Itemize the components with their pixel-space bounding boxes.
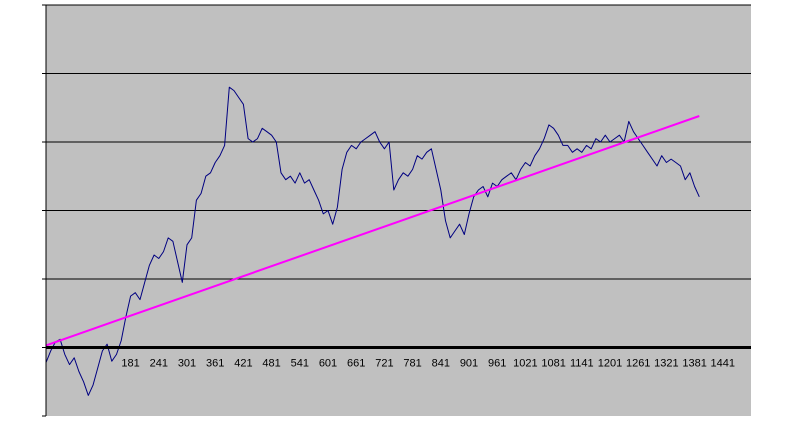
x-tick-label-3: 361 <box>206 358 224 370</box>
x-tick-label-6: 541 <box>291 358 309 370</box>
x-tick-label-20: 1381 <box>682 358 706 370</box>
x-tick-label-13: 961 <box>488 358 506 370</box>
x-tick-label-15: 1081 <box>541 358 565 370</box>
x-tick-label-16: 1141 <box>570 358 594 370</box>
x-tick-label-5: 481 <box>262 358 280 370</box>
x-tick-label-12: 901 <box>460 358 478 370</box>
x-tick-label-19: 1321 <box>654 358 678 370</box>
x-tick-label-21: 1441 <box>711 358 735 370</box>
x-tick-label-7: 601 <box>319 358 337 370</box>
gridlines <box>46 4 751 280</box>
x-tick-label-8: 661 <box>347 358 365 370</box>
x-tick-labels: 181 241 301 361 421 481 541 601 661 721 781 841 901 9… <box>121 358 735 370</box>
series-line-1 <box>45 115 700 347</box>
x-tick-label-11: 841 <box>432 358 450 370</box>
x-tick-label-17: 1201 <box>598 358 622 370</box>
x-tick-label-0: 181 <box>121 358 139 370</box>
series-layer <box>45 86 700 396</box>
axis-layer <box>42 4 751 417</box>
x-tick-label-10: 781 <box>403 358 421 370</box>
series-line-0 <box>45 86 700 396</box>
x-tick-label-4: 421 <box>234 358 252 370</box>
x-tick-label-1: 241 <box>150 358 168 370</box>
x-tick-label-18: 1261 <box>626 358 650 370</box>
x-tick-label-2: 301 <box>178 358 196 370</box>
x-tick-label-14: 1021 <box>513 358 537 370</box>
x-tick-label-9: 721 <box>375 358 393 370</box>
